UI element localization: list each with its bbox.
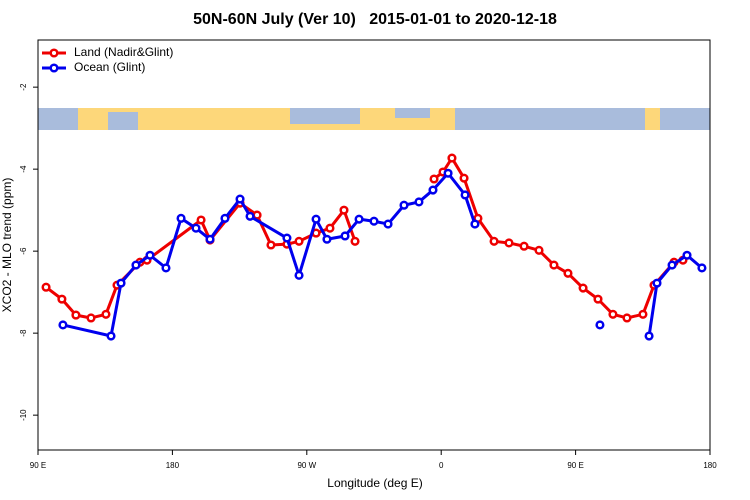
data-point [145,250,155,260]
y-tick-label: -10 [19,409,28,421]
data-point [58,320,68,330]
data-point [504,238,514,248]
data-point [294,270,304,280]
y-axis-label: XCO2 - MLO trend (ppm) [0,178,14,313]
data-point [460,190,470,200]
map-land [395,108,430,118]
data-point [447,153,457,163]
data-point [414,197,424,207]
data-point [667,260,677,270]
data-point [57,294,67,304]
map-strip [38,108,710,130]
x-tick-label: 180 [703,461,717,470]
data-point [131,260,141,270]
data-point [325,223,335,233]
map-land [38,108,78,130]
y-tick-label: -2 [19,83,28,91]
data-point [593,294,603,304]
data-point [116,278,126,288]
data-point [196,215,206,225]
data-point [534,245,544,255]
data-point [369,216,379,226]
legend-marker [49,63,59,73]
data-point [697,263,707,273]
data-point [682,250,692,260]
map-land [660,108,710,130]
data-point [311,214,321,224]
data-point [322,234,332,244]
data-point [176,213,186,223]
data-point [339,205,349,215]
data-point [489,236,499,246]
data-point [220,213,230,223]
data-point [161,263,171,273]
x-tick-label: 180 [166,461,180,470]
data-point [383,219,393,229]
map-land [290,108,360,124]
data-point [235,194,245,204]
chart-title: 50N-60N July (Ver 10) 2015-01-01 to 2020… [193,11,557,28]
data-point [86,313,96,323]
x-tick-label: 90 E [30,461,46,470]
data-point [443,168,453,178]
data-point [563,268,573,278]
data-point [41,282,51,292]
series-line [433,156,684,320]
x-tick-label: 0 [439,461,444,470]
data-point [71,310,81,320]
data-point [595,320,605,330]
data-point [399,200,409,210]
data-point [638,309,648,319]
data-point [294,236,304,246]
data-point [519,241,529,251]
x-tick-label: 90 E [567,461,583,470]
data-point [459,173,469,183]
data-point [266,240,276,250]
x-axis-label: Longitude (deg E) [327,476,422,490]
data-point [245,211,255,221]
data-point [350,236,360,246]
data-point [578,283,588,293]
y-tick-label: -8 [19,329,28,337]
map-land [455,108,645,130]
data-point [354,214,364,224]
data-point [470,219,480,229]
series-line [62,171,477,338]
data-point [644,331,654,341]
data-point [429,174,439,184]
data-point [205,234,215,244]
y-tick-label: -6 [19,247,28,255]
data-point [191,223,201,233]
data-point [340,231,350,241]
y-tick-label: -4 [19,165,28,173]
legend-label: Ocean (Glint) [74,60,145,74]
legend-label: Land (Nadir&Glint) [74,45,173,59]
data-point [101,309,111,319]
data-point [622,313,632,323]
plot-frame [37,39,711,451]
data-point [428,185,438,195]
legend-marker [49,48,59,58]
data-point [652,278,662,288]
map-land [108,112,138,130]
x-tick-label: 90 W [297,461,316,470]
data-point [549,260,559,270]
data-point [282,233,292,243]
data-point [608,309,618,319]
data-point [106,331,116,341]
